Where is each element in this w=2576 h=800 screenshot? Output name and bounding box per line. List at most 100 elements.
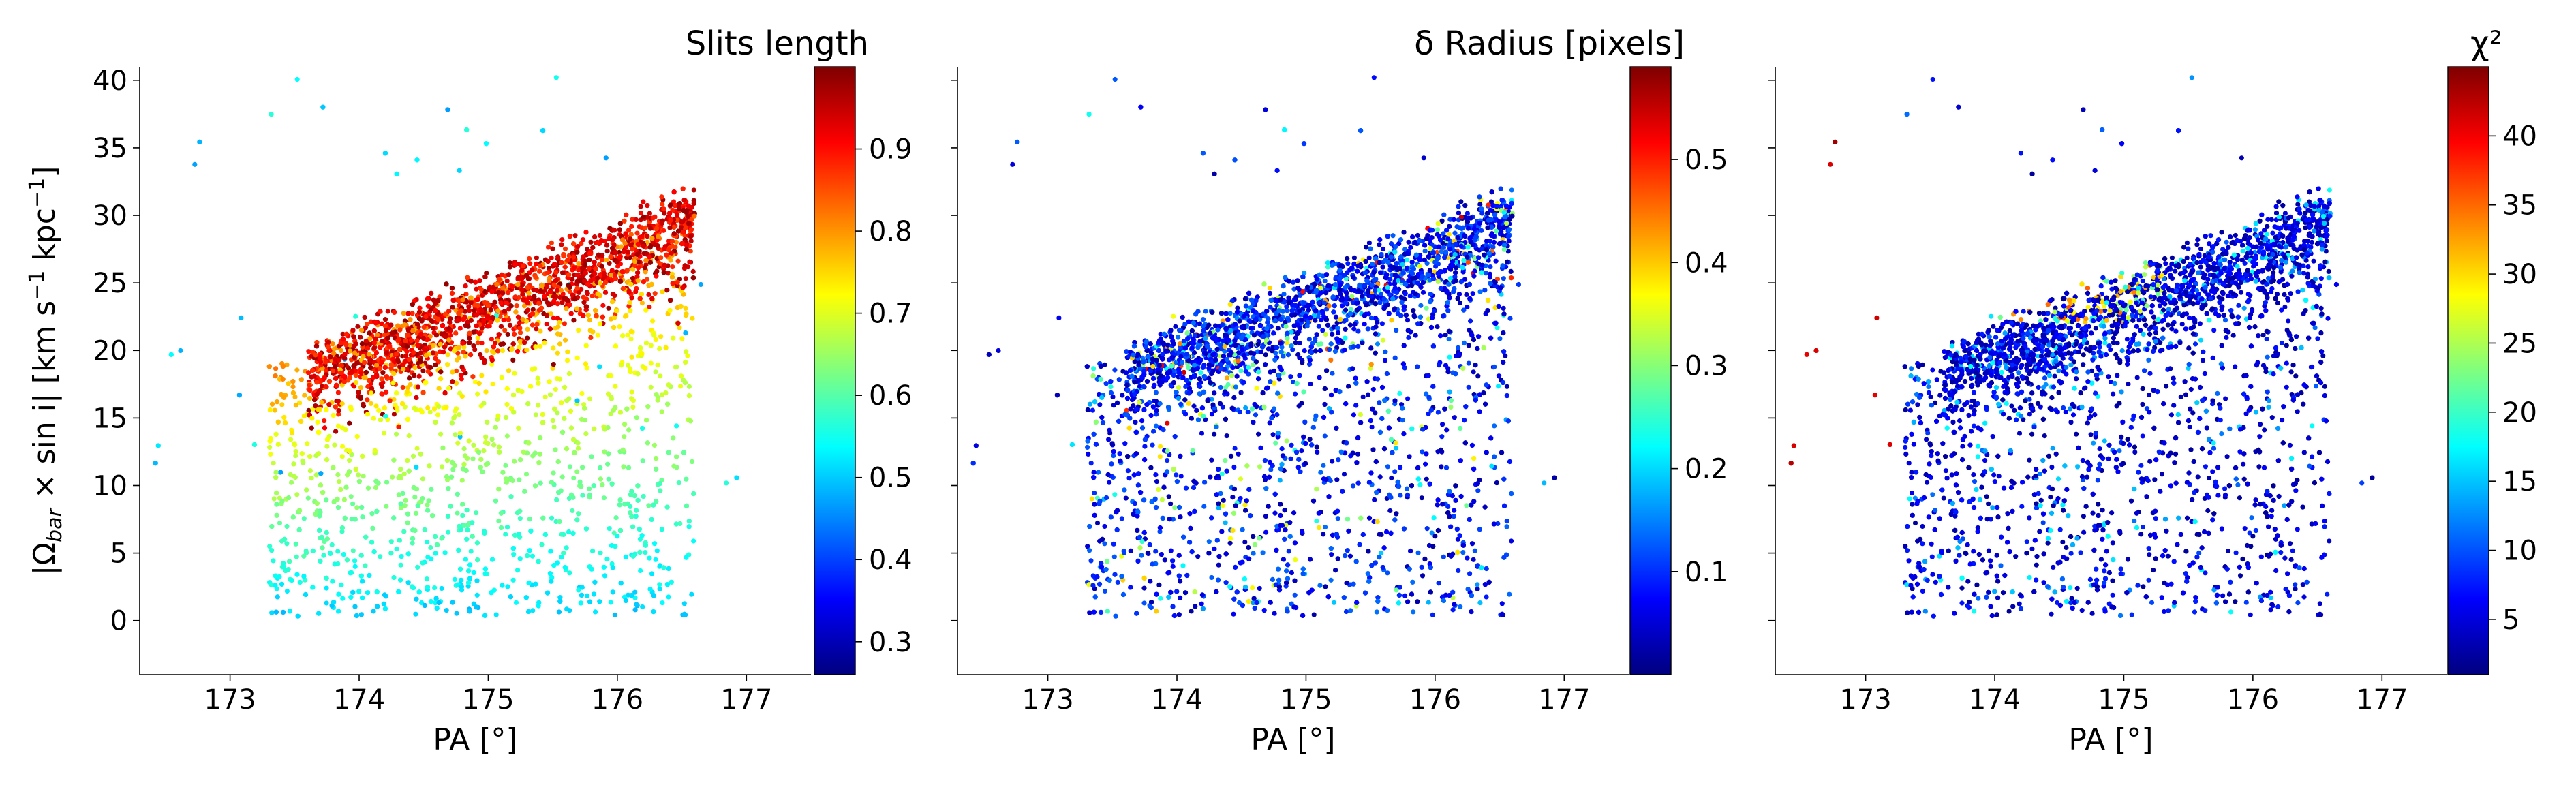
scatter-point [630, 247, 635, 252]
scatter-point [314, 380, 320, 385]
scatter-point [444, 458, 450, 463]
scatter-point [405, 332, 410, 337]
scatter-point [453, 432, 458, 437]
scatter-point [593, 609, 598, 615]
scatter-point [336, 479, 342, 484]
scatter-point [549, 515, 555, 521]
scatter-point [438, 376, 444, 382]
scatter-point [407, 375, 412, 381]
scatter-point [643, 550, 648, 555]
scatter-point [650, 318, 656, 324]
scatter-point [446, 326, 452, 332]
scatter-point [622, 422, 628, 427]
scatter-point [525, 326, 530, 332]
scatter-point [287, 609, 292, 614]
scatter-point [649, 571, 655, 576]
scatter-point [427, 410, 433, 415]
scatter-point [664, 582, 671, 587]
scatter-point [495, 348, 501, 354]
scatter-point [438, 431, 444, 437]
scatter-point [324, 444, 330, 449]
scatter-point [450, 379, 455, 384]
scatter-point [556, 609, 562, 615]
scatter-point [425, 303, 431, 309]
scatter-point [581, 299, 587, 305]
scatter-point [589, 454, 594, 459]
scatter-point [574, 469, 580, 474]
scatter-point [506, 290, 511, 296]
scatter-point [371, 549, 377, 555]
scatter-point [455, 350, 461, 356]
scatter-point [438, 341, 443, 347]
scatter-point [545, 270, 551, 275]
scatter-point [481, 448, 487, 454]
scatter-point [530, 307, 536, 312]
scatter-point [566, 253, 572, 258]
scatter-point [660, 289, 665, 294]
scatter-point [467, 352, 474, 358]
scatter-point [664, 504, 670, 510]
scatter-point [323, 359, 328, 365]
scatter-point [559, 237, 565, 243]
scatter-point [542, 532, 548, 538]
scatter-point [521, 449, 526, 455]
scatter-point [557, 519, 562, 525]
scatter-point [269, 112, 274, 117]
scatter-point [555, 288, 560, 293]
scatter-point [617, 279, 624, 284]
scatter-point [643, 340, 649, 346]
scatter-point [634, 251, 640, 258]
scatter-point [589, 566, 594, 572]
scatter-point [332, 561, 337, 567]
scatter-point [307, 382, 312, 388]
scatter-point [654, 466, 659, 472]
scatter-point [691, 275, 696, 281]
scatter-point [559, 242, 564, 247]
scatter-point [671, 435, 676, 441]
scatter-point [296, 527, 302, 533]
scatter-point [324, 457, 330, 463]
scatter-point [482, 360, 487, 365]
scatter-point [654, 456, 659, 461]
scatter-point [510, 577, 516, 583]
scatter-point [446, 486, 451, 491]
scatter-point [466, 580, 472, 585]
scatter-point [493, 425, 498, 430]
scatter-point [319, 534, 324, 540]
scatter-point [301, 516, 307, 521]
scatter-point [618, 244, 624, 249]
scatter-point [564, 306, 569, 311]
scatter-point [592, 579, 598, 585]
scatter-point [382, 151, 388, 156]
scatter-point [647, 260, 654, 265]
scatter-point [322, 425, 328, 431]
scatter-point [610, 299, 615, 305]
scatter-point [609, 268, 615, 273]
scatter-point [598, 321, 603, 326]
scatter-point [482, 529, 487, 534]
scatter-point [490, 315, 495, 320]
scatter-point [317, 527, 322, 534]
scatter-point [561, 550, 566, 556]
scatter-point [635, 278, 641, 283]
scatter-point [405, 511, 411, 517]
scatter-point [579, 585, 585, 590]
scatter-point [297, 579, 303, 585]
scatter-point [358, 335, 363, 340]
scatter-point [557, 320, 562, 325]
scatter-point [555, 324, 561, 330]
scatter-point [570, 530, 576, 536]
scatter-point [555, 459, 561, 465]
scatter-point [684, 476, 689, 482]
scatter-point [504, 278, 510, 283]
scatter-point [314, 391, 320, 397]
scatter-point [440, 316, 445, 322]
scatter-point [638, 345, 643, 351]
scatter-point [379, 359, 384, 365]
scatter-point [671, 463, 677, 469]
scatter-point [632, 607, 638, 613]
scatter-point [267, 407, 273, 413]
scatter-point [444, 404, 449, 410]
scatter-point [662, 211, 667, 216]
scatter-point [483, 141, 489, 147]
